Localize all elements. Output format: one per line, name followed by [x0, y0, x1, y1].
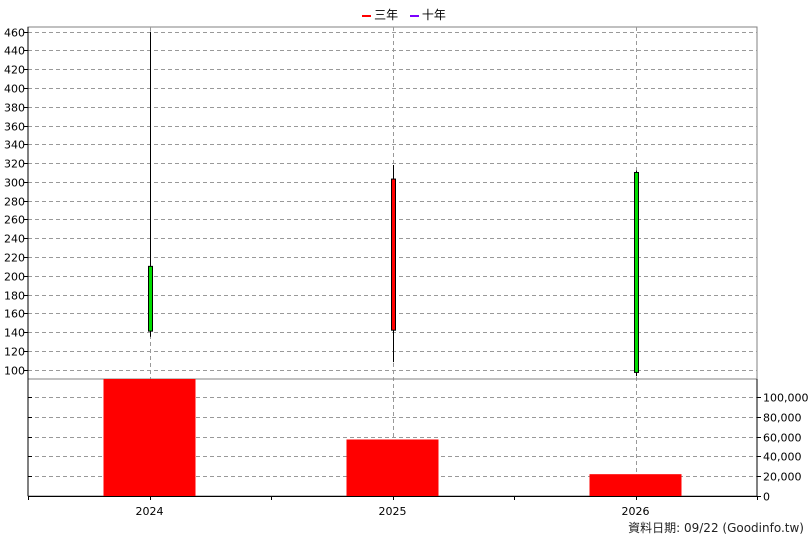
volume-bar — [103, 379, 196, 496]
price-tick-label: 160 — [4, 308, 25, 321]
price-tick-label: 220 — [4, 252, 25, 265]
legend-swatch-three-year — [362, 14, 372, 17]
price-tick-label: 240 — [4, 233, 25, 246]
price-tick-label: 120 — [4, 346, 25, 359]
price-tick-label: 280 — [4, 196, 25, 209]
price-tick-label: 460 — [4, 27, 25, 40]
legend-label-three-year: 三年 — [374, 8, 399, 22]
volume-tick-label: 100,000 — [763, 392, 808, 405]
price-tick-label: 200 — [4, 271, 25, 284]
data-date-footer: 資料日期: 09/22 (Goodinfo.tw) — [628, 521, 804, 535]
volume-tick-label: 0 — [763, 491, 770, 504]
x-tick-label: 2024 — [136, 505, 164, 518]
price-tick-label: 320 — [4, 158, 25, 171]
price-tick-label: 380 — [4, 102, 25, 115]
legend-swatch-ten-year — [409, 14, 419, 17]
volume-tick-label: 60,000 — [763, 432, 802, 445]
legend-item-ten-year: 十年 — [409, 6, 446, 23]
candle-body-up — [634, 171, 639, 373]
volume-tick-label: 80,000 — [763, 412, 802, 425]
price-tick-label: 440 — [4, 45, 25, 58]
candle-body-down — [391, 178, 396, 331]
price-tick-label: 260 — [4, 214, 25, 227]
legend-item-three-year: 三年 — [362, 6, 398, 23]
candle-body-up — [148, 265, 153, 332]
price-tick-label: 300 — [4, 177, 25, 190]
price-tick-label: 340 — [4, 139, 25, 152]
legend: 三年 十年 — [0, 6, 808, 23]
price-tick-label: 360 — [4, 121, 25, 134]
volume-bar — [346, 439, 439, 496]
price-tick-label: 140 — [4, 327, 25, 340]
volume-tick-label: 20,000 — [763, 471, 802, 484]
volume-tick-label: 40,000 — [763, 451, 802, 464]
x-tick-label: 2026 — [622, 505, 650, 518]
price-tick-label: 180 — [4, 290, 25, 303]
volume-bar — [589, 474, 682, 496]
legend-label-ten-year: 十年 — [421, 8, 446, 22]
price-tick-label: 100 — [4, 365, 25, 378]
price-tick-label: 400 — [4, 83, 25, 96]
price-tick-label: 420 — [4, 64, 25, 77]
x-tick-label: 2025 — [379, 505, 407, 518]
